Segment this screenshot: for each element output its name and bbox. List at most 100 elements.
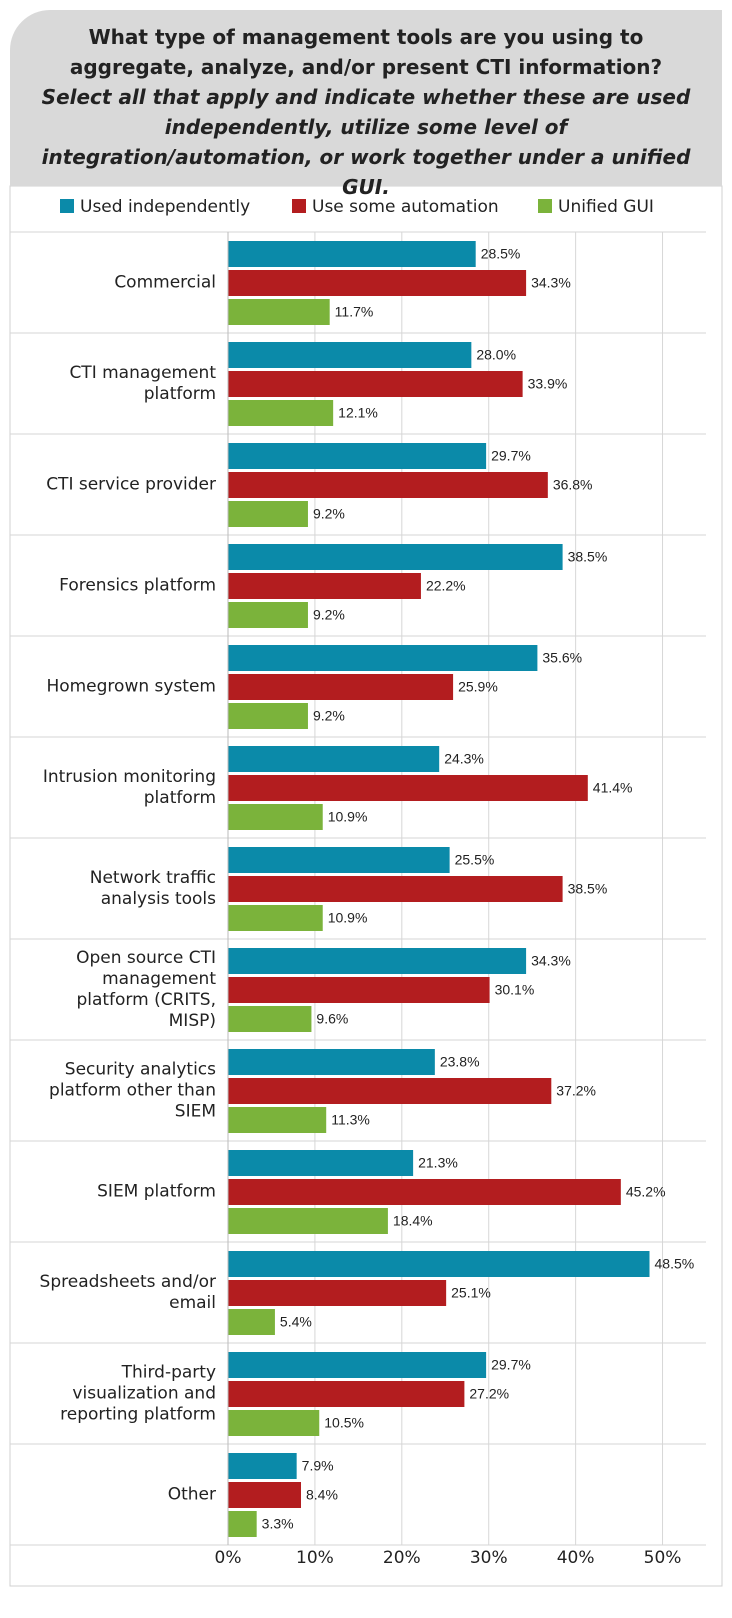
- bar: [228, 573, 421, 599]
- value-label: 38.5%: [568, 881, 608, 897]
- legend-label: Used independently: [80, 197, 250, 217]
- bar: [228, 1251, 650, 1277]
- category-label: Third-party visualization and reporting …: [60, 1362, 216, 1424]
- legend-swatch: [538, 199, 552, 213]
- value-label: 28.5%: [481, 246, 521, 262]
- bar: [228, 645, 538, 671]
- value-label: 18.4%: [393, 1213, 433, 1229]
- value-label: 3.3%: [262, 1516, 294, 1532]
- bar: [228, 1410, 320, 1436]
- bar: [228, 703, 308, 729]
- value-label: 23.8%: [440, 1054, 480, 1070]
- bar: [228, 501, 308, 527]
- bar: [228, 443, 487, 469]
- bar: [228, 1482, 302, 1508]
- value-label: 7.9%: [302, 1458, 334, 1474]
- bar: [228, 746, 440, 772]
- category-label: Spreadsheets and/or email: [39, 1271, 216, 1313]
- legend-label: Unified GUI: [558, 197, 654, 217]
- chart-title: What type of management tools are you us…: [69, 25, 663, 79]
- category-label: Commercial: [114, 272, 216, 292]
- value-label: 29.7%: [491, 448, 531, 464]
- value-label: 36.8%: [553, 477, 593, 493]
- value-label: 28.0%: [476, 347, 516, 363]
- value-label: 30.1%: [495, 982, 535, 998]
- bar: [228, 1208, 388, 1234]
- bar: [228, 1511, 257, 1537]
- x-tick-label: 0%: [215, 1548, 242, 1568]
- bar: [228, 977, 490, 1003]
- x-tick-label: 50%: [644, 1548, 682, 1568]
- bar: [228, 1381, 465, 1407]
- category-label: Forensics platform: [59, 575, 216, 595]
- bar: [228, 1179, 621, 1205]
- value-label: 37.2%: [556, 1083, 596, 1099]
- value-label: 27.2%: [469, 1386, 509, 1402]
- value-label: 41.4%: [593, 780, 633, 796]
- bar: [228, 270, 527, 296]
- bar: [228, 876, 563, 902]
- bar: [228, 1049, 435, 1075]
- x-tick-label: 10%: [296, 1548, 334, 1568]
- bar: [228, 905, 323, 931]
- value-label: 8.4%: [306, 1487, 338, 1503]
- value-label: 11.7%: [335, 304, 374, 320]
- bar: [228, 775, 588, 801]
- bar: [228, 1352, 487, 1378]
- value-label: 45.2%: [626, 1184, 666, 1200]
- value-label: 5.4%: [280, 1314, 312, 1330]
- bar: [228, 1150, 414, 1176]
- category-label: Intrusion monitoring platform: [42, 766, 216, 808]
- legend-label: Use some automation: [312, 197, 499, 217]
- category-label: Homegrown system: [46, 676, 216, 696]
- bar: [228, 342, 472, 368]
- category-label: Network traffic analysis tools: [89, 867, 216, 909]
- value-label: 33.9%: [528, 376, 568, 392]
- bar: [228, 1107, 327, 1133]
- value-label: 10.5%: [324, 1415, 364, 1431]
- value-label: 9.2%: [313, 708, 345, 724]
- bar: [228, 948, 527, 974]
- bar: [228, 241, 476, 267]
- value-label: 38.5%: [568, 549, 608, 565]
- x-tick-label: 30%: [470, 1548, 508, 1568]
- value-label: 34.3%: [531, 953, 571, 969]
- bar: [228, 602, 308, 628]
- chart-subtitle: Select all that apply and indicate wheth…: [41, 85, 691, 199]
- chart-frame: [9, 185, 723, 1587]
- value-label: 24.3%: [444, 751, 484, 767]
- bar: [228, 804, 323, 830]
- value-label: 25.1%: [451, 1285, 491, 1301]
- bar: [228, 1280, 447, 1306]
- category-label: SIEM platform: [97, 1181, 216, 1201]
- value-label: 10.9%: [328, 910, 368, 926]
- bar: [228, 674, 454, 700]
- value-label: 25.5%: [455, 852, 495, 868]
- legend-swatch: [292, 199, 306, 213]
- category-label: Open source CTI management platform (CRI…: [76, 947, 216, 1031]
- category-label: Other: [167, 1484, 216, 1504]
- value-label: 10.9%: [328, 809, 368, 825]
- value-label: 22.2%: [426, 578, 466, 594]
- value-label: 34.3%: [531, 275, 571, 291]
- value-label: 9.6%: [316, 1011, 348, 1027]
- value-label: 21.3%: [418, 1155, 458, 1171]
- bar: [228, 371, 523, 397]
- value-label: 12.1%: [338, 405, 378, 421]
- value-label: 11.3%: [331, 1112, 370, 1128]
- value-label: 9.2%: [313, 506, 345, 522]
- bar: [228, 1078, 552, 1104]
- bar: [228, 847, 450, 873]
- bar: [228, 544, 563, 570]
- value-label: 25.9%: [458, 679, 498, 695]
- value-label: 9.2%: [313, 607, 345, 623]
- value-label: 48.5%: [655, 1256, 695, 1272]
- header: What type of management tools are you us…: [10, 10, 722, 199]
- category-label: CTI service provider: [46, 474, 216, 494]
- x-tick-label: 40%: [557, 1548, 595, 1568]
- bar: [228, 1453, 297, 1479]
- category-label: CTI management platform: [69, 362, 216, 404]
- bar: [228, 400, 334, 426]
